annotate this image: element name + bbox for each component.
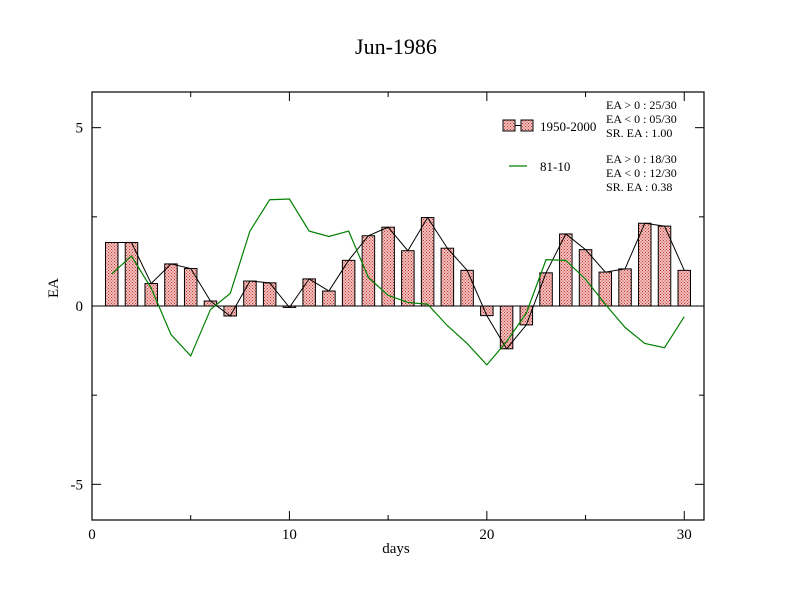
bar xyxy=(420,217,435,307)
bar xyxy=(144,283,158,307)
stats-2-line-3: SR. EA : 0.38 xyxy=(606,180,673,194)
bar xyxy=(539,272,553,307)
stats-block-2: EA > 0 : 18/30 EA < 0 : 12/30 SR. EA : 0… xyxy=(606,152,677,194)
bar xyxy=(440,247,455,307)
bar xyxy=(638,222,652,307)
bar xyxy=(381,226,395,307)
x-axis-label: days xyxy=(382,541,410,557)
legend-label-bars: 1950-2000 xyxy=(540,119,597,134)
bar xyxy=(559,233,573,307)
bar xyxy=(322,290,336,307)
bar xyxy=(657,225,672,307)
y-tick-label: 0 xyxy=(76,299,84,315)
stats-1-line-1: EA > 0 : 25/30 xyxy=(606,98,677,112)
bar xyxy=(262,282,277,307)
stats-block-1: EA > 0 : 25/30 EA < 0 : 05/30 SR. EA : 1… xyxy=(606,98,677,140)
legend-marker-bar-left xyxy=(502,119,516,132)
series-line-81-10 xyxy=(111,198,685,366)
bar xyxy=(519,305,534,326)
bar xyxy=(104,242,119,307)
bar xyxy=(361,235,376,307)
y-tick-label: -5 xyxy=(71,477,84,493)
bar xyxy=(677,269,692,307)
x-tick-label: 30 xyxy=(677,527,692,543)
bar xyxy=(578,249,593,307)
bar xyxy=(164,263,178,307)
x-tick-label: 0 xyxy=(88,527,96,543)
chart-title: Jun-1986 xyxy=(355,34,437,59)
bar xyxy=(460,269,474,307)
y-tick-label: 5 xyxy=(76,121,84,137)
bar xyxy=(401,250,415,307)
x-tick-label: 20 xyxy=(479,527,494,543)
bar xyxy=(302,278,316,307)
bar xyxy=(618,268,632,307)
x-tick-label: 10 xyxy=(282,527,297,543)
series-line-bars xyxy=(111,216,685,350)
stats-1-line-2: EA < 0 : 05/30 xyxy=(606,112,677,126)
bar xyxy=(243,280,257,307)
stats-1-line-3: SR. EA : 1.00 xyxy=(606,126,673,140)
legend-marker-bar-right xyxy=(520,119,534,132)
plot-area: 0 10 20 30 -5 0 5 xyxy=(71,91,705,543)
stats-2-line-1: EA > 0 : 18/30 xyxy=(606,152,677,166)
bar xyxy=(480,305,494,317)
bar xyxy=(598,271,613,307)
legend-label-line: 81-10 xyxy=(540,159,571,174)
stats-2-line-2: EA < 0 : 12/30 xyxy=(606,166,677,180)
bar xyxy=(183,268,198,307)
y-axis-label: EA xyxy=(46,278,62,298)
